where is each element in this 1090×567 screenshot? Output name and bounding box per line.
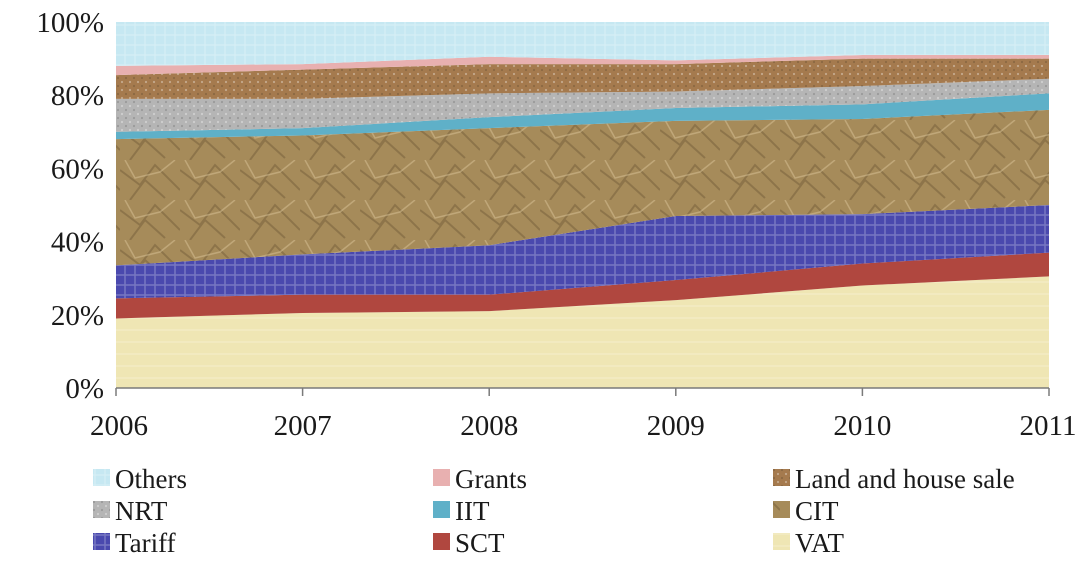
- legend-label-sct: SCT: [455, 528, 505, 558]
- legend-label-cit: CIT: [795, 496, 839, 526]
- legend-label-grants: Grants: [455, 464, 527, 494]
- area-sct: [116, 252, 1049, 319]
- legend-swatch-sct: [433, 533, 450, 550]
- x-tick-label: 2007: [274, 410, 332, 442]
- area-grants: [116, 54, 1049, 76]
- area-texture-land-and-house-sale: [116, 58, 1049, 99]
- x-tick-label: 2010: [833, 410, 891, 442]
- x-tick-label: 2008: [460, 410, 518, 442]
- y-tick-label: 0%: [65, 373, 104, 405]
- legend-label-vat: VAT: [795, 528, 845, 558]
- legend-label-tariff: Tariff: [115, 528, 176, 558]
- legend-swatch-texture-nrt: [93, 501, 110, 518]
- y-tick-label: 80%: [51, 80, 104, 112]
- legend-swatch-texture-others: [93, 469, 110, 486]
- legend-swatch-texture-cit: [773, 501, 790, 518]
- legend-swatch-iit: [433, 501, 450, 518]
- x-tick-label: 2006: [90, 410, 148, 442]
- area-texture-tariff: [116, 205, 1049, 299]
- legend-swatch-texture-tariff: [93, 533, 110, 550]
- y-tick-label: 20%: [51, 300, 104, 332]
- legend-label-iit: IIT: [455, 496, 490, 526]
- y-tick-label: 40%: [51, 227, 104, 259]
- legend-swatch-grants: [433, 469, 450, 486]
- legend-label-nrt: NRT: [115, 496, 168, 526]
- area-texture-cit: [116, 109, 1049, 266]
- legend-label-others: Others: [115, 464, 187, 494]
- area-iit: [116, 93, 1049, 140]
- area-texture-vat: [116, 276, 1049, 388]
- x-tick-label: 2011: [1020, 410, 1077, 442]
- legend-swatch-texture-vat: [773, 533, 790, 550]
- y-tick-label: 100%: [36, 7, 104, 39]
- y-tick-label: 60%: [51, 153, 104, 185]
- legend-label-land-and-house-sale: Land and house sale: [795, 464, 1015, 494]
- x-tick-label: 2009: [647, 410, 705, 442]
- area-texture-others: [116, 22, 1049, 66]
- area-texture-nrt: [116, 78, 1049, 132]
- legend-swatch-texture-land-and-house-sale: [773, 469, 790, 486]
